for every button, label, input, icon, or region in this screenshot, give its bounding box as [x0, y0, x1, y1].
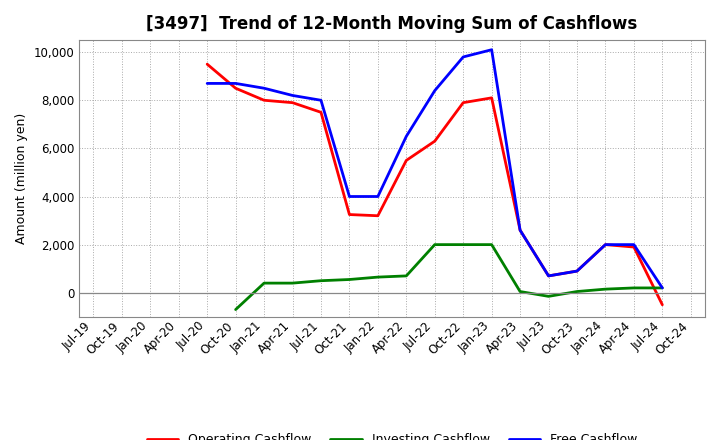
- Operating Cashflow: [544, 273, 553, 279]
- Free Cashflow: [374, 194, 382, 199]
- Line: Investing Cashflow: Investing Cashflow: [235, 245, 662, 310]
- Investing Cashflow: [260, 280, 269, 286]
- Operating Cashflow: [374, 213, 382, 218]
- Free Cashflow: [345, 194, 354, 199]
- Free Cashflow: [231, 81, 240, 86]
- Operating Cashflow: [231, 86, 240, 91]
- Investing Cashflow: [374, 275, 382, 280]
- Operating Cashflow: [487, 95, 496, 100]
- Free Cashflow: [629, 242, 638, 247]
- Free Cashflow: [431, 88, 439, 93]
- Investing Cashflow: [459, 242, 467, 247]
- Free Cashflow: [317, 98, 325, 103]
- Operating Cashflow: [431, 139, 439, 144]
- Operating Cashflow: [459, 100, 467, 105]
- Investing Cashflow: [658, 285, 667, 290]
- Investing Cashflow: [516, 289, 524, 294]
- Free Cashflow: [288, 93, 297, 98]
- Investing Cashflow: [231, 307, 240, 312]
- Investing Cashflow: [601, 286, 610, 292]
- Operating Cashflow: [402, 158, 410, 163]
- Investing Cashflow: [345, 277, 354, 282]
- Operating Cashflow: [629, 244, 638, 249]
- Operating Cashflow: [572, 268, 581, 274]
- Operating Cashflow: [317, 110, 325, 115]
- Free Cashflow: [459, 54, 467, 59]
- Investing Cashflow: [629, 285, 638, 290]
- Line: Free Cashflow: Free Cashflow: [207, 50, 662, 288]
- Investing Cashflow: [317, 278, 325, 283]
- Y-axis label: Amount (million yen): Amount (million yen): [15, 113, 28, 244]
- Free Cashflow: [260, 86, 269, 91]
- Free Cashflow: [516, 227, 524, 233]
- Line: Operating Cashflow: Operating Cashflow: [207, 64, 662, 305]
- Free Cashflow: [658, 285, 667, 290]
- Operating Cashflow: [601, 242, 610, 247]
- Free Cashflow: [601, 242, 610, 247]
- Operating Cashflow: [658, 302, 667, 308]
- Free Cashflow: [487, 47, 496, 52]
- Investing Cashflow: [288, 280, 297, 286]
- Free Cashflow: [203, 81, 212, 86]
- Operating Cashflow: [288, 100, 297, 105]
- Investing Cashflow: [487, 242, 496, 247]
- Operating Cashflow: [345, 212, 354, 217]
- Title: [3497]  Trend of 12-Month Moving Sum of Cashflows: [3497] Trend of 12-Month Moving Sum of C…: [146, 15, 638, 33]
- Investing Cashflow: [402, 273, 410, 279]
- Investing Cashflow: [431, 242, 439, 247]
- Operating Cashflow: [260, 98, 269, 103]
- Free Cashflow: [572, 268, 581, 274]
- Investing Cashflow: [572, 289, 581, 294]
- Investing Cashflow: [544, 294, 553, 299]
- Legend: Operating Cashflow, Investing Cashflow, Free Cashflow: Operating Cashflow, Investing Cashflow, …: [142, 428, 642, 440]
- Free Cashflow: [402, 134, 410, 139]
- Free Cashflow: [544, 273, 553, 279]
- Operating Cashflow: [203, 62, 212, 67]
- Operating Cashflow: [516, 227, 524, 233]
